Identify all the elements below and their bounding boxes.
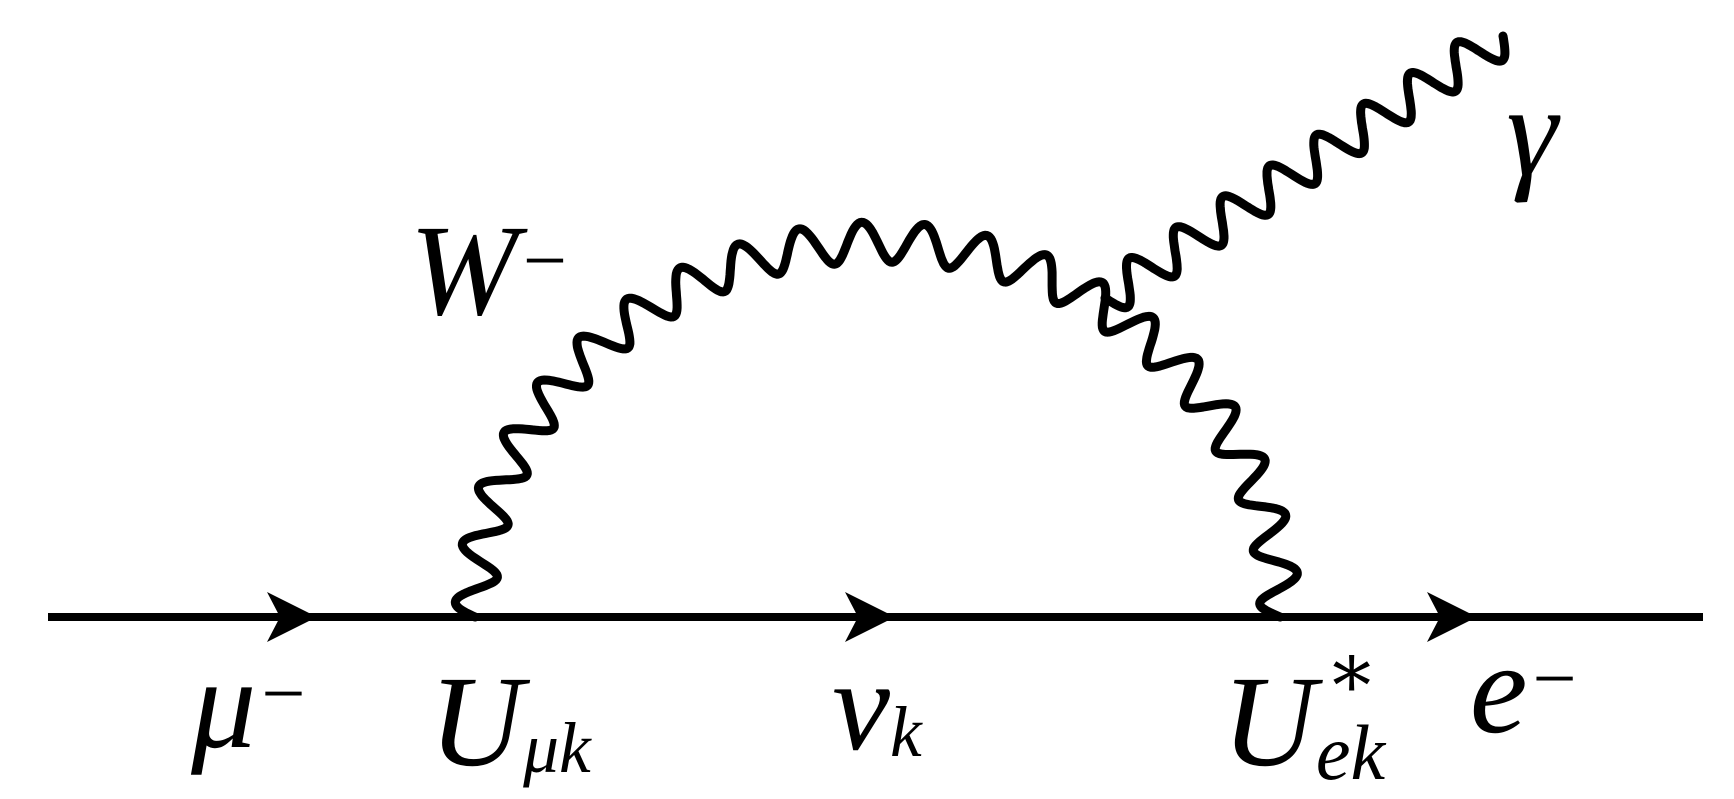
mixing-right-conjugate-star: ∗ bbox=[1325, 627, 1379, 715]
photon-symbol: γ bbox=[1506, 60, 1558, 204]
muon-symbol: μ bbox=[191, 632, 257, 776]
neutrino-direction-arrow bbox=[845, 592, 895, 642]
neutrino-symbol: ν bbox=[832, 634, 890, 778]
neutrino-subscript: k bbox=[889, 693, 922, 773]
w-boson-charge: − bbox=[517, 216, 571, 304]
electron-direction-arrow bbox=[1427, 592, 1477, 642]
mixing-left-subscript: μk bbox=[523, 709, 591, 789]
photon-line bbox=[1100, 31, 1510, 313]
mixing-right-symbol: U bbox=[1222, 650, 1316, 794]
label-mixing-left: Uμk bbox=[429, 657, 591, 787]
label-w-boson: W− bbox=[410, 206, 571, 336]
mixing-left-symbol: U bbox=[429, 650, 524, 794]
electron-symbol: e bbox=[1469, 617, 1528, 761]
electron-charge: − bbox=[1527, 634, 1581, 722]
label-mixing-right: U ∗ ek bbox=[1222, 632, 1390, 792]
w-boson-symbol: W bbox=[409, 199, 518, 343]
mixing-right-subscript: ek bbox=[1315, 709, 1386, 797]
label-electron: e− bbox=[1470, 624, 1580, 754]
muon-direction-arrow bbox=[267, 592, 317, 642]
muon-charge: − bbox=[256, 649, 309, 737]
label-neutrino: νk bbox=[832, 641, 921, 771]
w-boson-line bbox=[450, 217, 1302, 622]
label-muon: μ− bbox=[191, 639, 309, 769]
label-photon: γ bbox=[1506, 67, 1557, 197]
